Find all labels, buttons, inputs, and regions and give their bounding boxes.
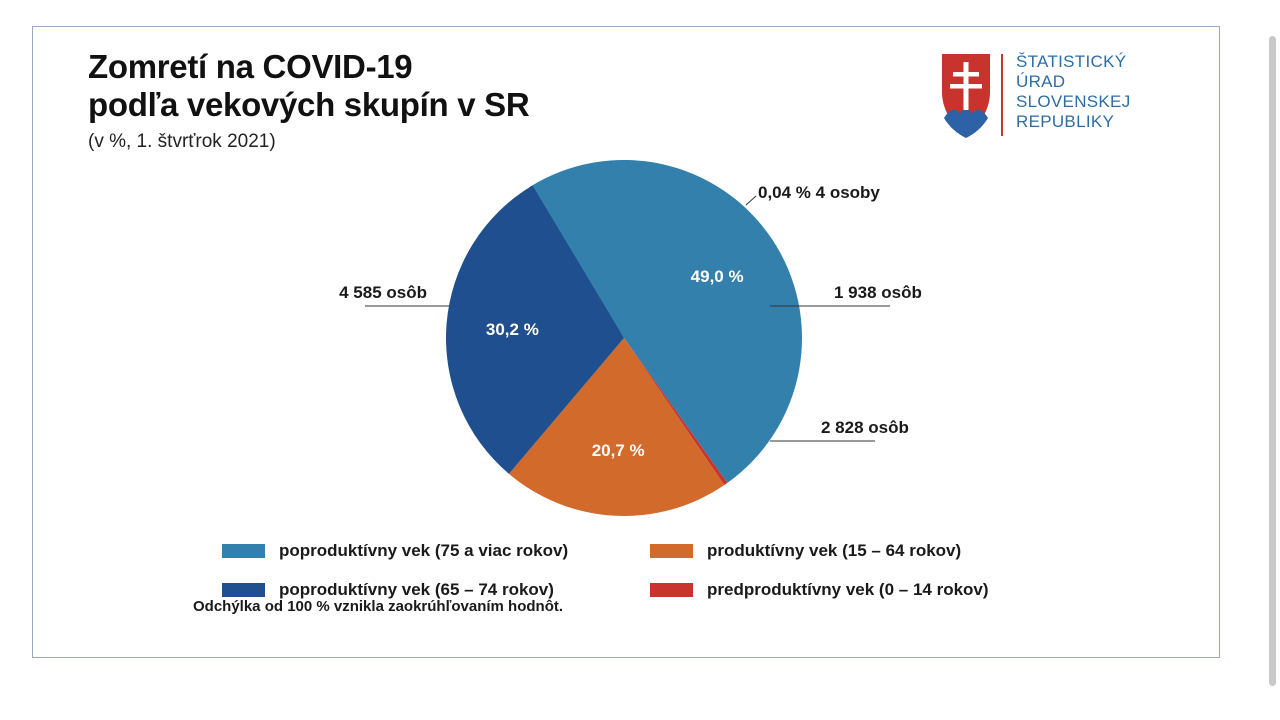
chart-title-line-1: Zomretí na COVID-19 [88,48,413,85]
legend-item: poproduktívny vek (65 – 74 rokov) [222,580,554,600]
pie-slice [624,338,728,486]
pie-slice [445,185,624,474]
leader-line [745,195,757,206]
legend-label: produktívny vek (15 – 64 rokov) [707,541,962,560]
legend-label: predproduktívny vek (0 – 14 rokov) [707,580,989,599]
scrollbar[interactable] [1269,36,1276,686]
slice-count-label: 2 828 osôb [821,418,909,437]
slice-count-label: 1 938 osôb [834,283,922,302]
legend-swatch [650,544,693,558]
logo-line: REPUBLIKY [1016,112,1115,131]
legend-label: poproduktívny vek (65 – 74 rokov) [279,580,554,599]
slice-percent-label: 20,7 % [592,441,645,460]
slice-count-label: 0,04 % 4 osoby [758,183,880,202]
chart-title-line-2: podľa vekových skupín v SR [88,86,530,123]
legend-item: poproduktívny vek (75 a viac rokov) [222,541,568,561]
legend-item: predproduktívny vek (0 – 14 rokov) [650,580,989,600]
slice-percent-label: 49,0 % [691,267,744,286]
coat-of-arms-logo [942,54,990,138]
legend-item: produktívny vek (15 – 64 rokov) [650,541,961,561]
legend-swatch [650,583,693,597]
slice-count-label: 4 585 osôb [339,283,427,302]
legend-swatch [222,583,265,597]
logo-divider [1001,54,1003,136]
rounding-note: Odchýlka od 100 % vznikla zaokrúhľovaním… [193,598,564,615]
slice-percent-label: 30,2 % [486,320,539,339]
logo-line: ÚRAD [1016,72,1066,91]
logo-text: ŠTATISTICKÝ ÚRAD SLOVENSKEJ REPUBLIKY [1016,52,1131,132]
legend-label: poproduktívny vek (75 a viac rokov) [279,541,569,560]
chart-subtitle: (v %, 1. štvrťrok 2021) [88,131,276,152]
legend-swatch [222,544,265,558]
pie-slice [508,338,725,516]
logo-line: ŠTATISTICKÝ [1016,52,1127,71]
pie-slice [529,159,803,483]
logo-line: SLOVENSKEJ [1016,92,1131,111]
